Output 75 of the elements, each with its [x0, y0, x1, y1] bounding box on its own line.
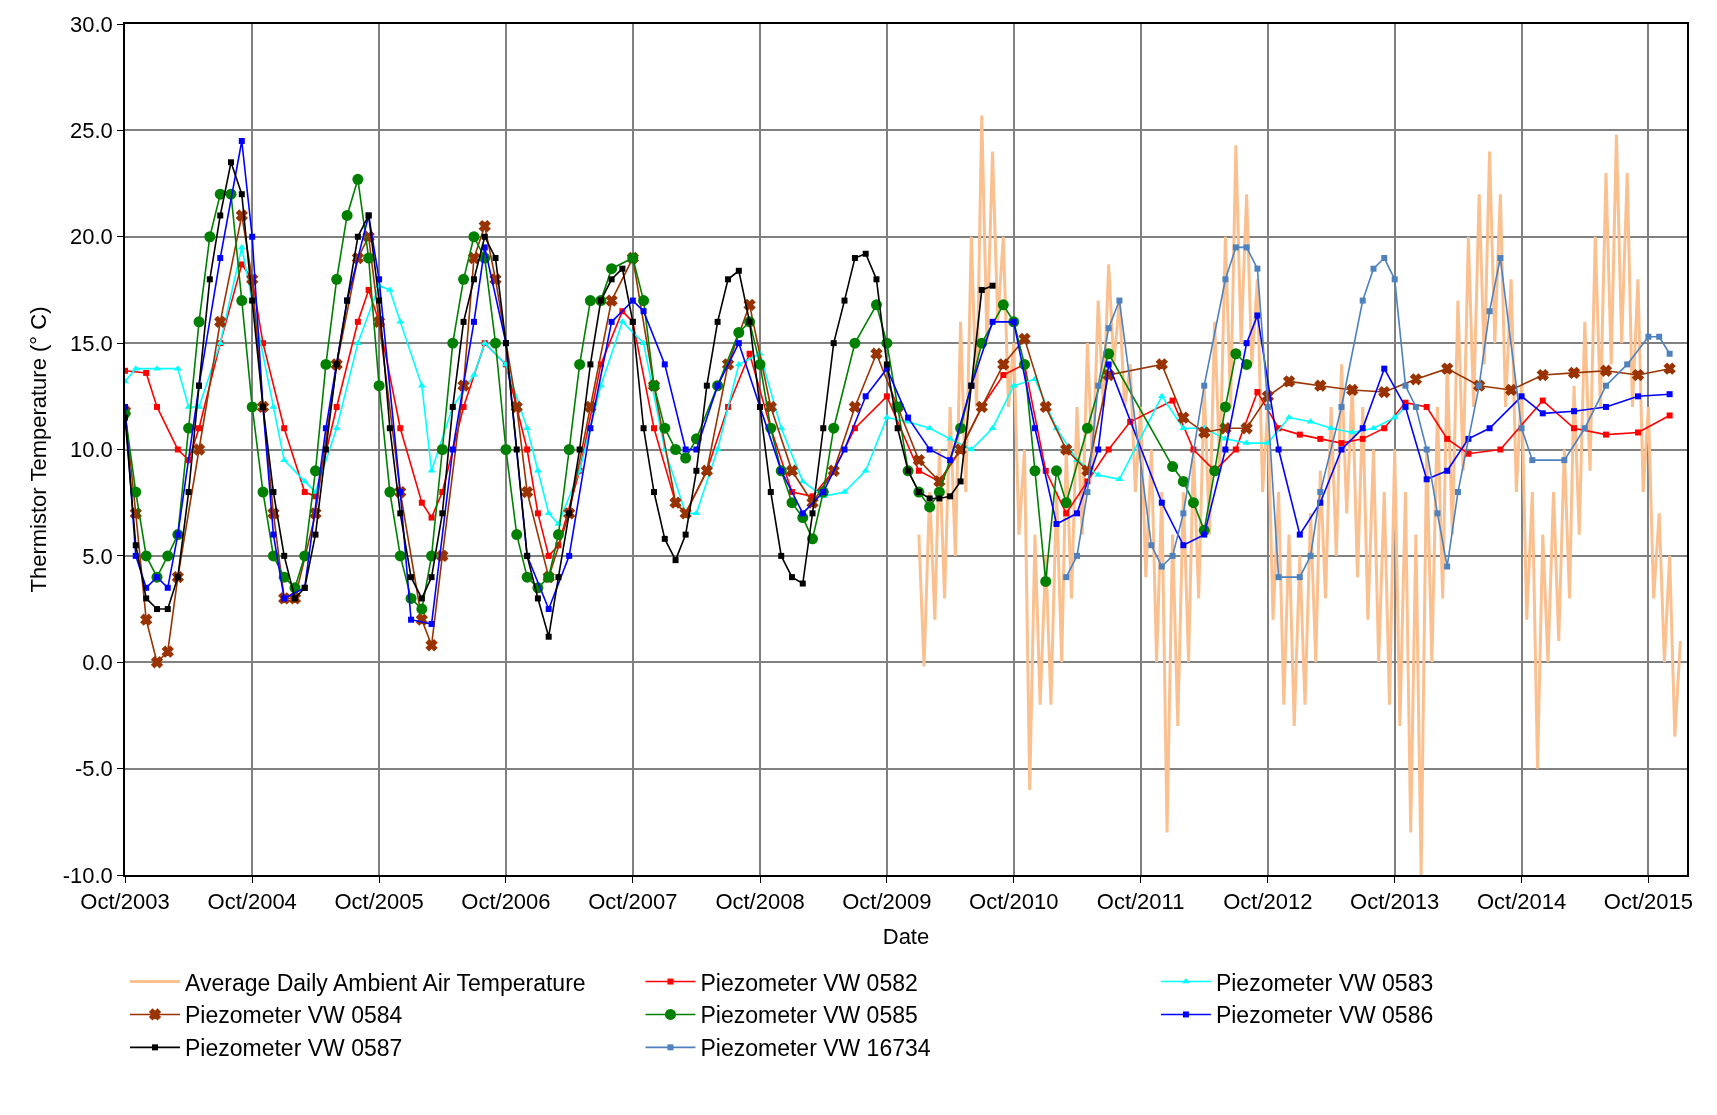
x-tick-label: Oct/2013 — [1350, 889, 1440, 915]
point — [1645, 333, 1652, 340]
point — [1116, 297, 1123, 304]
point — [1581, 425, 1588, 432]
point — [1402, 382, 1409, 389]
legend-label: Piezometer VW 0587 — [185, 1035, 403, 1062]
point — [1243, 244, 1250, 251]
x-tick-label: Oct/2003 — [80, 889, 170, 915]
point — [1561, 457, 1568, 464]
point — [1518, 425, 1525, 432]
y-tick-label: 20.0 — [70, 224, 113, 250]
x-tick-label: Oct/2004 — [207, 889, 297, 915]
y-axis-title: Thermistor Temperature (° C) — [25, 306, 51, 593]
y-tick-label: 5.0 — [82, 543, 113, 569]
point — [1169, 552, 1176, 559]
point — [1264, 403, 1271, 410]
point — [1381, 255, 1388, 262]
point — [1074, 552, 1081, 559]
line-series — [917, 113, 1682, 875]
point — [1222, 276, 1229, 283]
x-tick-label: Oct/2015 — [1603, 889, 1694, 915]
y-tick-label: 30.0 — [70, 11, 113, 37]
point — [1063, 574, 1070, 581]
legend-label: Piezometer VW 0583 — [1215, 969, 1434, 996]
point — [1486, 308, 1493, 315]
x-tick-label: Oct/2007 — [588, 889, 678, 915]
legend-label: Piezometer VW 16734 — [700, 1035, 931, 1062]
x-tick-label: Oct/2005 — [334, 889, 424, 915]
x-tick-label: Oct/2006 — [461, 889, 551, 915]
point — [1370, 265, 1377, 272]
y-tick-label: -5.0 — [74, 756, 113, 782]
point — [1529, 457, 1536, 464]
point — [1201, 382, 1208, 389]
x-tick-label: Oct/2014 — [1476, 889, 1567, 915]
point — [1232, 244, 1239, 251]
point — [1275, 574, 1282, 581]
point — [1497, 255, 1504, 262]
point — [1158, 563, 1165, 570]
point — [1148, 542, 1155, 549]
point — [1307, 552, 1314, 559]
x-tick-label: Oct/2009 — [842, 889, 932, 915]
legend-label: Piezometer VW 0586 — [1215, 1002, 1434, 1029]
legend-label: Piezometer VW 0582 — [700, 969, 918, 996]
point — [1412, 403, 1419, 410]
legend-label: Average Daily Ambient Air Temperature — [185, 969, 586, 996]
point — [1391, 276, 1398, 283]
legend-label: Piezometer VW 0585 — [700, 1002, 918, 1029]
y-tick-label: -10.0 — [62, 862, 113, 888]
y-tick-label: 25.0 — [70, 118, 113, 144]
point — [1095, 382, 1102, 389]
point — [1434, 510, 1441, 517]
point — [1296, 574, 1303, 581]
point — [1180, 510, 1187, 517]
point — [1084, 489, 1091, 496]
x-tick-label: Oct/2011 — [1096, 889, 1185, 915]
x-tick-label: Oct/2008 — [715, 889, 805, 915]
legend-label: Piezometer VW 0584 — [185, 1002, 403, 1029]
point — [1359, 297, 1366, 304]
point — [1317, 489, 1324, 496]
point — [1105, 325, 1112, 332]
x-axis-title: Date — [882, 923, 930, 949]
point — [1254, 265, 1261, 272]
point — [1603, 382, 1610, 389]
y-tick-label: 10.0 — [70, 437, 113, 463]
point — [1656, 333, 1663, 340]
point — [1666, 350, 1673, 357]
y-tick-label: 0.0 — [82, 649, 113, 675]
point — [1423, 446, 1430, 453]
point — [1624, 361, 1631, 368]
y-tick-label: 15.0 — [70, 330, 113, 356]
point — [1444, 563, 1451, 570]
point — [1338, 403, 1345, 410]
x-tick-label: Oct/2012 — [1223, 889, 1313, 915]
point — [1454, 489, 1461, 496]
x-tick-label: Oct/2010 — [969, 889, 1059, 915]
